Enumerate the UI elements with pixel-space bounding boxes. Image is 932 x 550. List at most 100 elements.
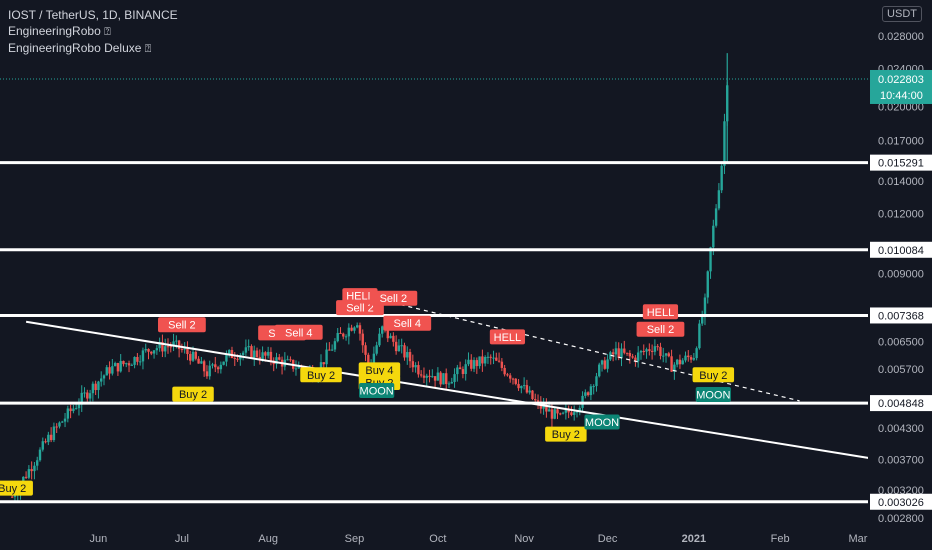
candle-body [172,341,175,347]
indicator-row[interactable]: EngineeringRobo Deluxe ⍰ [8,40,178,57]
x-tick-label: Mar [849,533,868,545]
x-tick-label: Feb [771,533,790,545]
candle-body [361,333,364,346]
candle-body [559,413,562,415]
candle-body [714,208,718,226]
candle-body [261,352,264,360]
signal-label-box [642,304,679,320]
candle-body [645,349,648,352]
candle-body [564,409,568,413]
signal-label-box [584,414,620,430]
x-tick-label: Jul [175,533,189,545]
candle-body [80,392,83,405]
signal-label-text: MOON [360,385,394,397]
signal-label-buy: Buy 2 [172,386,214,402]
signal-label-buy: Buy 2 [0,480,33,496]
candle-body [289,359,292,361]
candle-body [389,335,392,339]
signal-label-box [0,480,33,496]
candle-body [250,346,253,358]
candle-body [364,345,367,355]
candle-body [712,225,715,248]
candle-body [445,373,448,384]
indicator-row[interactable]: EngineeringRobo ⍰ [8,23,178,40]
candle-body [72,408,75,412]
signal-label-text: Buy 2 [179,389,207,401]
candle-body [553,409,556,419]
indicator-name: EngineeringRobo Deluxe [8,41,142,55]
candle-body [617,348,620,358]
candle-body [628,353,632,357]
candle-body [394,341,398,352]
candle-body [703,297,707,317]
signal-label-moon: MOON [695,387,731,403]
candle-body [255,350,259,358]
signal-label-moon: MOON [584,414,620,430]
candle-body [52,426,56,441]
candle-body [183,348,186,350]
candle-body [431,376,434,378]
signal-label-text: Sell 2 [346,303,374,315]
candle-body [44,441,47,443]
last-price-tag [870,69,932,104]
currency-scale-button[interactable]: USDT [882,6,922,22]
candle-body [522,385,526,387]
trend-line[interactable] [384,300,800,402]
candle-body [300,365,303,369]
signal-label-sell: Sell 2 [636,321,685,337]
signal-label-text: Buy 2 [307,370,335,382]
candle-body [247,346,250,348]
candle-body [659,346,662,356]
candle-body [222,361,225,365]
candle-body [208,365,211,377]
candle-body [534,399,537,401]
y-tick-label: 0.020000 [878,101,924,113]
candle-body [350,327,353,331]
candle-body [367,354,370,370]
candle-body [475,360,479,367]
candle-body [486,356,490,358]
candle-body [611,352,615,355]
candle-body [144,348,147,351]
x-tick-label: Jun [90,533,108,545]
candle-body [687,355,690,358]
candle-body [33,465,36,472]
candle-body [403,345,406,358]
candle-body [41,441,44,450]
candle-body [205,371,209,377]
candle-body [347,327,351,337]
level-price-tag [870,154,932,171]
candle-body [381,326,384,334]
signal-label-text: Buy 2 [699,370,727,382]
candle-body [49,434,53,441]
signal-label-buy: Buy 2 [300,367,342,383]
signal-label-box [358,362,401,378]
level-price-label: 0.010084 [878,245,924,257]
candle-body [266,351,270,356]
candle-body [286,359,289,361]
signal-label-text: Sell 2 [168,320,196,332]
axes-layer: 0.0028000.0032000.0037000.0043000.005700… [90,31,932,545]
candle-body [458,367,462,370]
candle-body [464,364,467,374]
candle-body [497,360,501,362]
candle-body [472,360,476,369]
candle-body [344,336,348,338]
signal-label-box [359,382,395,398]
candle-body [202,361,206,372]
signal-label-sell: HELL [342,288,378,304]
candle-body [500,361,504,368]
signal-label-text: Buy 2 [552,429,580,441]
candle-body [648,349,651,351]
x-tick-label: 2021 [682,533,706,545]
candle-body [450,381,453,384]
candle-body [664,353,668,356]
candle-body [453,374,456,382]
candle-body [194,351,198,359]
x-tick-label: Dec [598,533,618,545]
candle-body [667,353,671,357]
trend-line[interactable] [25,320,873,460]
signal-label-box [274,324,323,340]
